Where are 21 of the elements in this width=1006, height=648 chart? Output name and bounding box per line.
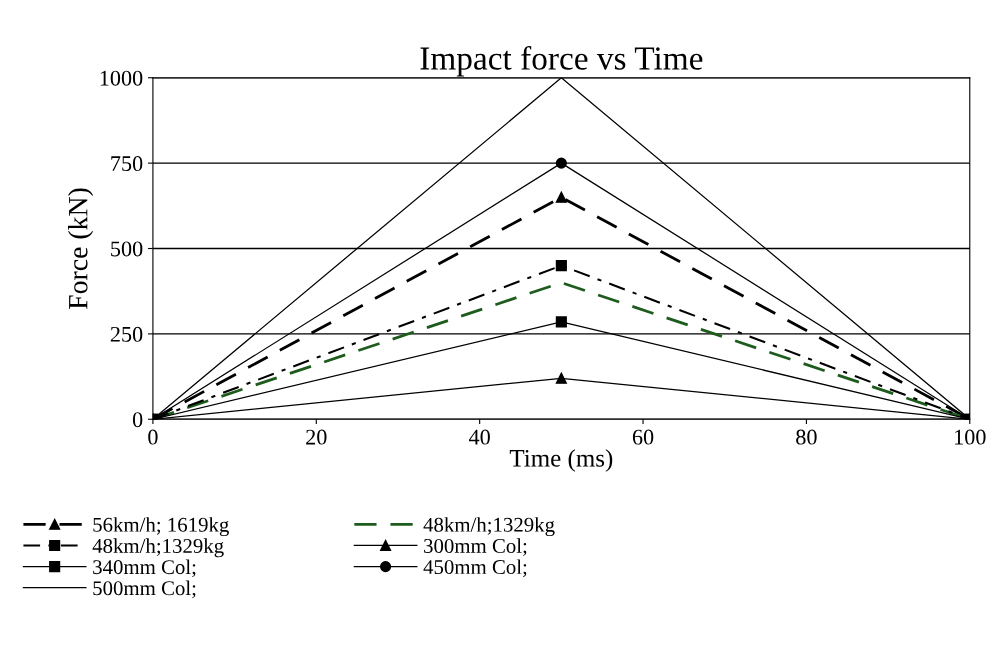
y-tick-label: 250 [110, 326, 143, 342]
y-tick-label: 750 [111, 156, 143, 172]
x-tick-label: 60 [632, 429, 654, 445]
x-tick-label: 0 [148, 429, 158, 445]
legend-label: 340mm Col; [93, 559, 196, 578]
legend-label: 500mm Col; [93, 580, 196, 599]
x-tick-label: 20 [306, 429, 327, 445]
legend-label: 56km/h; 1619kg [93, 517, 229, 537]
legend-label: 450mm Col; [423, 559, 527, 578]
legend-label: 48km/h;1329kg [423, 517, 555, 537]
chart-title: Impact force vs Time [420, 45, 703, 77]
x-axis-title: Time (ms) [509, 449, 613, 472]
x-tick-label: 40 [468, 429, 490, 445]
y-axis-title: Force (kN) [68, 188, 94, 310]
y-tick-label: 1000 [100, 70, 143, 86]
legend-label: 300mm Col; [424, 538, 527, 556]
x-tick-label: 80 [796, 429, 817, 445]
y-tick-label: 0 [132, 412, 143, 428]
x-tick-label: 100 [955, 429, 986, 445]
y-tick-label: 500 [111, 241, 143, 257]
legend-label: 48km/h;1329kg [92, 538, 224, 558]
